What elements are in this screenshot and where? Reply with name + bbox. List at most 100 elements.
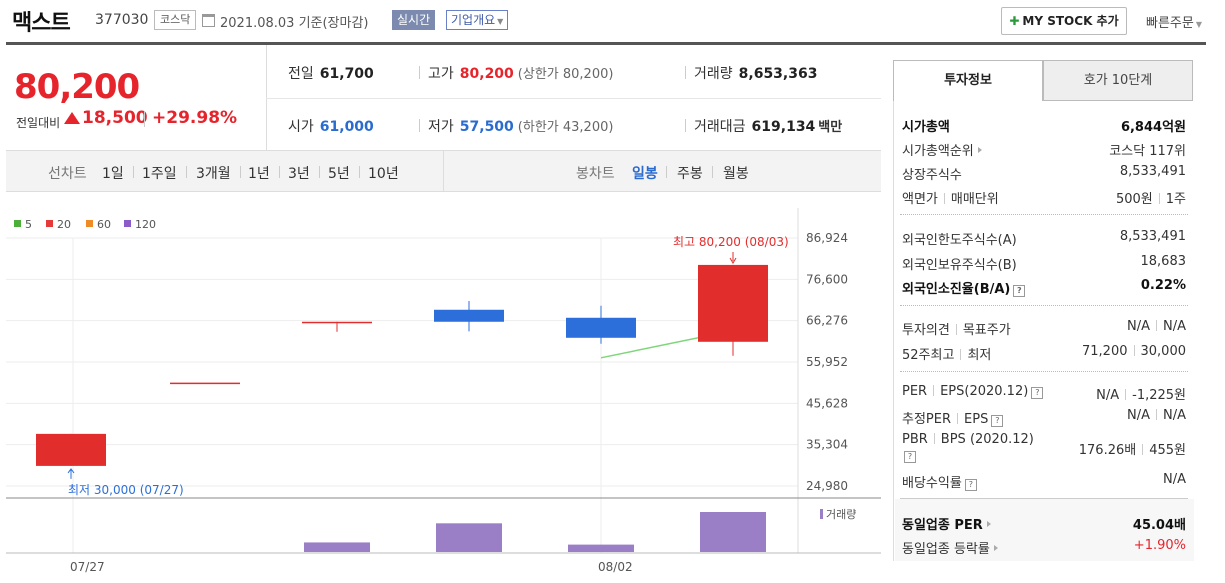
legend-swatch-20 [46, 220, 53, 227]
help-icon[interactable]: ? [964, 479, 977, 491]
target-value: N/A [1163, 319, 1186, 334]
volume-value: 8,653,363 [738, 66, 818, 82]
help-icon[interactable]: ? [991, 415, 1004, 427]
foreign-rate-label-wrap: 외국인소진율(B/A)? [902, 278, 1026, 297]
legend-swatch-120 [124, 220, 131, 227]
opinion-value-wrap: N/A N/A [1127, 319, 1186, 334]
low-label: 저가 [428, 119, 454, 135]
est-per-value-wrap: N/A N/A [1127, 408, 1186, 423]
tab-investment-info[interactable]: 투자정보 [893, 60, 1043, 101]
price-summary: 80,200 전일대비 18,500 +29.98% 전일 61,700 고가 80… [6, 45, 881, 150]
period-3m[interactable]: 3개월 [196, 166, 231, 182]
legend-swatch-60 [86, 220, 93, 227]
foreign-rate-row: 외국인소진율(B/A)? 0.22% [902, 275, 1186, 297]
tab-hoga-10[interactable]: 호가 10단계 [1043, 60, 1193, 101]
my-stock-label: MY STOCK 추가 [1022, 14, 1119, 28]
w52-low-value: 30,000 [1140, 344, 1187, 359]
period-3y[interactable]: 3년 [288, 166, 310, 182]
candle-monthly[interactable]: 월봉 [723, 166, 749, 182]
foreign-hold-value: 18,683 [1140, 254, 1187, 269]
divider [900, 214, 1188, 215]
volume-bar [700, 512, 766, 552]
bps-value: 455원 [1149, 443, 1186, 458]
volume-label: 거래량 [826, 508, 856, 521]
amount-value: 619,134 [751, 119, 816, 135]
divider [1142, 444, 1144, 455]
investment-info-panel: 투자정보 호가 10단계 시가총액 6,844억원 시가총액순위 코스닥 117위 … [893, 60, 1194, 561]
divider [943, 193, 945, 204]
est-per-row: 추정PER EPS? N/A N/A [902, 405, 1186, 427]
per-value: N/A [1096, 388, 1120, 403]
industry-per-label-wrap[interactable]: 동일업종 PER [902, 514, 991, 533]
volume-bar [568, 544, 634, 552]
est-per-label: 추정PER [902, 412, 952, 427]
low-value: 57,500 [459, 119, 514, 135]
divider [133, 166, 134, 178]
company-overview-dropdown[interactable]: 기업개요 ▼ [446, 10, 509, 30]
period-5y[interactable]: 5년 [328, 166, 350, 182]
divider [443, 151, 444, 191]
divider [1133, 345, 1135, 356]
period-1d[interactable]: 1일 [102, 166, 124, 182]
open-price: 시가 61,000 [288, 116, 374, 136]
divider [933, 433, 935, 444]
low-annotation: 최저 30,000 (07/27) [68, 483, 184, 497]
y-tick-label: 55,952 [806, 355, 848, 369]
period-selector: 선차트 1일 1주일 3개월 1년 3년 5년 10년 봉차트 일봉 주봉 월봉 [6, 150, 881, 192]
candle-daily[interactable]: 일봉 [632, 166, 658, 182]
divider [1125, 389, 1127, 400]
eps-value: -1,225원 [1132, 388, 1186, 403]
y-tick-label: 86,924 [806, 231, 848, 245]
prev-close-label: 전일 [288, 66, 314, 82]
dividend-label-wrap: 배당수익률? [902, 472, 977, 491]
rank-value: 코스닥 117위 [1109, 144, 1186, 159]
divider [900, 498, 1188, 499]
w52-label-wrap: 52주최고 최저 [902, 344, 991, 363]
shares-value: 8,533,491 [1119, 164, 1186, 179]
help-icon[interactable]: ? [904, 451, 916, 463]
industry-per-row: 동일업종 PER 45.04배 [902, 511, 1186, 533]
par-row: 액면가 매매단위 500원 1주 [902, 185, 1186, 207]
help-icon[interactable]: ? [1031, 387, 1044, 399]
quick-order-label: 빠른주문 [1146, 16, 1194, 31]
industry-per-label: 동일업종 PER [902, 518, 983, 533]
est-eps-value: N/A [1163, 408, 1186, 423]
volume-legend-swatch [820, 509, 823, 519]
foreign-hold-label: 외국인보유주식수(B) [902, 258, 1017, 273]
line-chart-label: 선차트 [48, 166, 87, 182]
low-arrow-head [67, 468, 75, 474]
prev-close-value: 61,700 [319, 66, 374, 82]
my-stock-add-button[interactable]: ✚ MY STOCK 추가 [1001, 7, 1127, 35]
pbr-label: PBR [902, 432, 928, 447]
divider [1158, 193, 1160, 204]
candle-body [566, 317, 636, 338]
volume-bar [436, 523, 502, 552]
chart-svg: 5 20 60 120 86,924 76,600 66,276 55,952 45,628 35… [6, 208, 881, 574]
est-eps-label: EPS [964, 412, 989, 427]
industry-rate-label: 동일업종 등락률 [902, 542, 990, 557]
trade-unit-value: 1주 [1165, 192, 1186, 207]
current-price: 80,200 [14, 67, 140, 107]
quick-order-button[interactable]: 빠른주문 ▼ [1146, 12, 1202, 31]
period-1w[interactable]: 1주일 [142, 166, 177, 182]
par-value-wrap: 500원 1주 [1116, 188, 1186, 207]
divider [685, 66, 686, 79]
change-value: 18,500 [82, 108, 148, 128]
divider [933, 385, 935, 396]
industry-rate-label-wrap[interactable]: 동일업종 등락률 [902, 538, 998, 557]
high-annotation: 최고 80,200 (08/03) [673, 235, 789, 249]
candle-weekly[interactable]: 주봉 [677, 166, 703, 182]
help-icon[interactable]: ? [1013, 285, 1026, 297]
rank-label-wrap[interactable]: 시가총액순위 [902, 140, 982, 159]
period-10y[interactable]: 10년 [368, 166, 399, 182]
change-label: 전일대비 [16, 116, 61, 130]
realtime-button[interactable]: 실시간 [392, 10, 436, 30]
plus-icon: ✚ [1009, 14, 1020, 28]
shares-row: 상장주식수 8,533,491 [902, 161, 1186, 183]
candle-body [434, 309, 504, 322]
period-1y[interactable]: 1년 [248, 166, 270, 182]
par-label: 액면가 [902, 192, 938, 207]
base-date: 2021.08.03 기준(장마감) [220, 16, 369, 31]
candlestick-chart[interactable]: 5 20 60 120 86,924 76,600 66,276 55,952 45,628 35… [6, 208, 881, 583]
stock-name: 맥스트 [12, 11, 71, 36]
